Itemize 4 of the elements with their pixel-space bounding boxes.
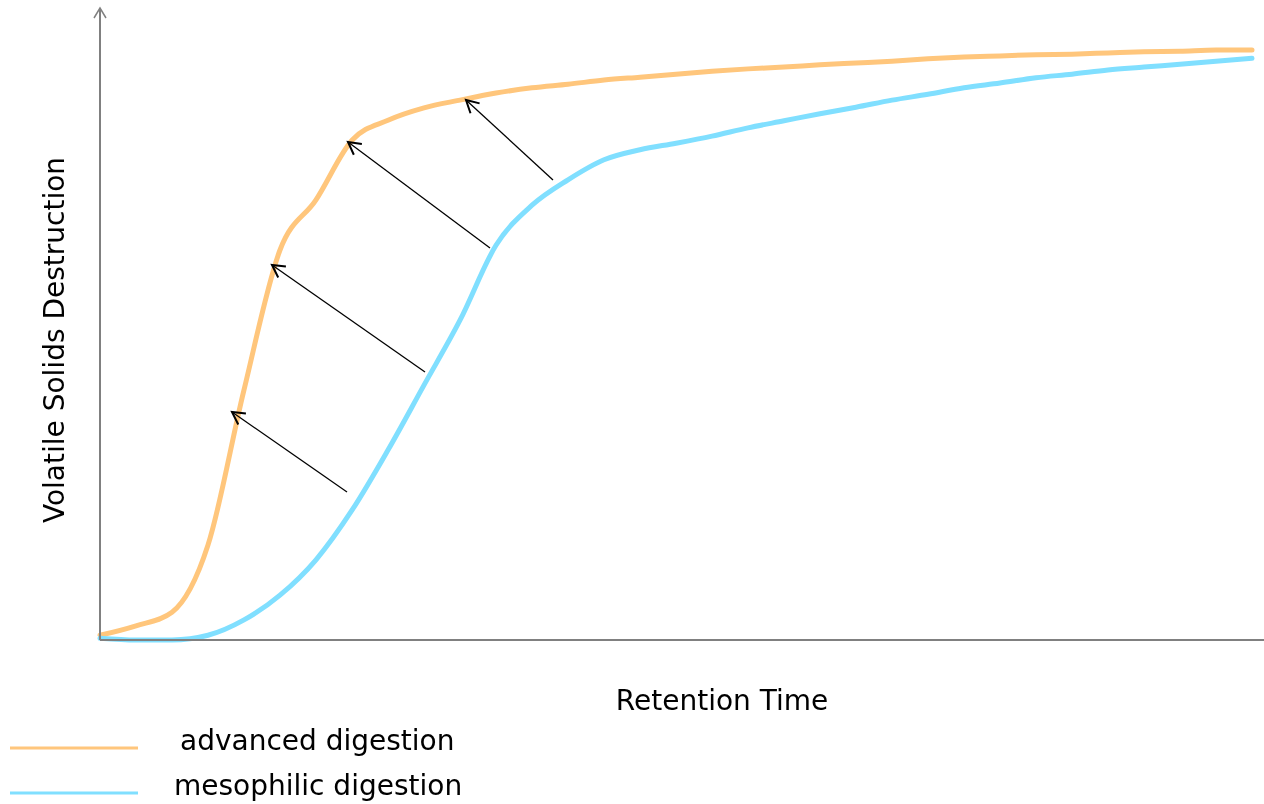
legend-label: mesophilic digestion xyxy=(174,769,463,802)
y-axis-title: Volatile Solids Destruction xyxy=(38,156,71,524)
x-axis-title: Retention Time xyxy=(615,684,829,717)
legend-label: advanced digestion xyxy=(180,724,455,757)
